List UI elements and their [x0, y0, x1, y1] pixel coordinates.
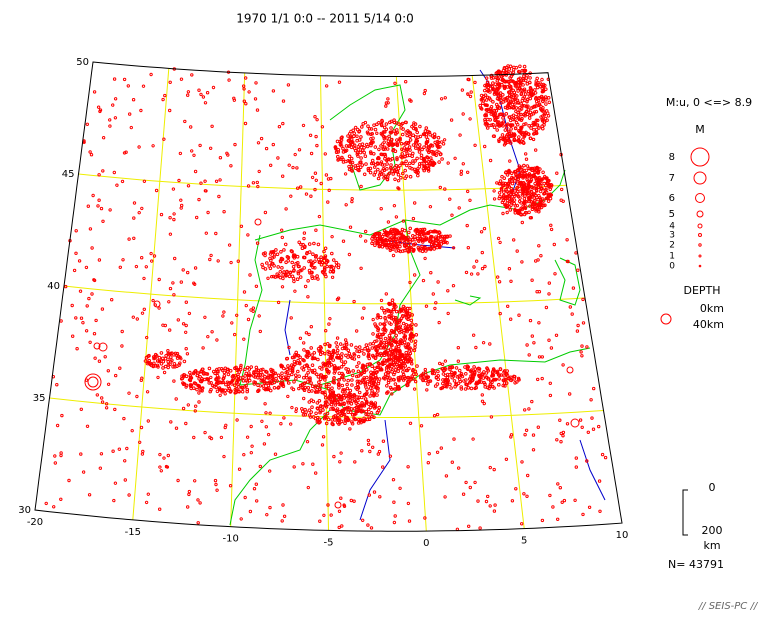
title: 1970 1/1 0:0 -- 2011 5/14 0:0 [236, 12, 414, 26]
graticule: 50 45 40 35 30-20 -15 -10 -5 0 5 10 [18, 57, 628, 549]
latitude-label: 30 [18, 505, 31, 516]
depth-symbol [660, 313, 672, 325]
latitude-label: 40 [47, 281, 60, 292]
magnitude-symbol [690, 147, 710, 167]
river [579, 439, 606, 501]
magnitude-symbol [697, 223, 703, 229]
magnitude-symbol [698, 233, 702, 237]
legend-m-title: M [695, 123, 705, 136]
depth-label: 0km [700, 302, 724, 315]
latitude-label: 35 [33, 393, 46, 404]
magnitude-label: 4 [669, 222, 675, 232]
longitude-label: -15 [125, 527, 141, 538]
event-count: N= 43791 [668, 558, 724, 571]
depth-scale-label: 200 [702, 524, 723, 537]
quake [570, 418, 580, 428]
quake [334, 501, 342, 509]
quake [98, 342, 108, 352]
quake [87, 376, 99, 388]
longitude-label: 0 [423, 538, 429, 549]
rivers [284, 69, 606, 521]
depth-scale-bar [682, 489, 688, 536]
earthquakes [44, 64, 608, 531]
latitude-label: 45 [62, 169, 75, 180]
magnitude-label: 3 [669, 231, 675, 241]
quake [153, 300, 161, 308]
depth-label: 40km [693, 318, 724, 331]
magnitude-symbol [695, 193, 705, 203]
quake [254, 218, 262, 226]
depth-scale-label: km [703, 539, 720, 552]
longitude-line [132, 68, 170, 520]
magnitude-symbol [698, 243, 702, 247]
coast [554, 257, 581, 306]
depth-scale-label: 0 [709, 481, 716, 494]
magnitude-label: 7 [669, 173, 675, 184]
coast [454, 295, 482, 306]
footer: // SEIS-PC // [698, 601, 759, 612]
magnitude-label: 6 [669, 193, 675, 204]
latitude-label: 50 [76, 57, 89, 68]
longitude-label: -20 [27, 517, 43, 528]
river [359, 419, 391, 521]
longitude-line [471, 75, 525, 529]
depth-title: DEPTH [683, 284, 720, 297]
magnitude-label: 1 [669, 252, 675, 262]
longitude-label: -10 [222, 534, 238, 545]
quake [84, 373, 102, 391]
magnitude-symbol [693, 171, 707, 185]
magnitude-symbol [696, 210, 704, 218]
quake-dots [44, 64, 608, 531]
magnitude-label: 5 [669, 209, 675, 220]
quake [93, 342, 101, 350]
map-frame [34, 61, 623, 532]
magnitude-label: 0 [669, 262, 675, 272]
longitude-line [320, 75, 329, 531]
coast [229, 409, 331, 526]
quake [566, 366, 574, 374]
longitude-label: -5 [324, 537, 334, 548]
longitude-label: 10 [616, 530, 629, 541]
magnitude-symbol [698, 264, 702, 268]
longitude-label: 5 [521, 536, 527, 547]
magnitude-label: 8 [669, 152, 675, 163]
magnitude-label: 2 [669, 241, 675, 251]
magnitude-symbol [698, 254, 702, 258]
legend-header: M:u, 0 <=> 8.9 [666, 96, 752, 109]
longitude-line [230, 72, 246, 527]
